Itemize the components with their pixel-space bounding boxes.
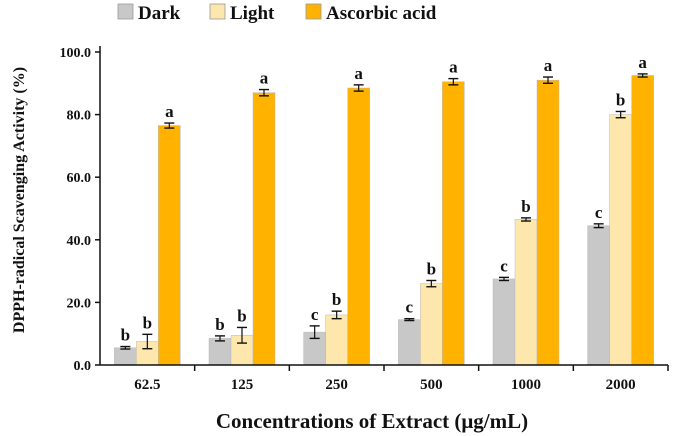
data-label: c (311, 305, 319, 324)
x-tick-label: 250 (325, 377, 348, 393)
data-label: a (260, 69, 269, 88)
legend-swatch (117, 3, 134, 20)
data-label: a (354, 64, 363, 83)
x-tick-label: 125 (231, 377, 254, 393)
bar (398, 319, 421, 366)
bar (325, 314, 348, 366)
data-label: b (427, 259, 436, 278)
legend-entry: Light (230, 3, 275, 24)
bar (631, 75, 654, 366)
data-label: b (616, 90, 625, 109)
data-label: b (143, 313, 152, 332)
data-label: b (121, 326, 130, 345)
y-tick-label: 20.0 (67, 296, 92, 311)
y-axis-label: DPPH-radical Scavenging Activity (%) (11, 67, 28, 333)
x-tick-label: 1000 (511, 377, 541, 393)
x-tick-label: 62.5 (134, 377, 160, 393)
legend-entry: Ascorbic acid (326, 3, 437, 24)
x-axis: 62.5 125 250 500 1000 2000 (100, 364, 669, 393)
bar (514, 219, 538, 366)
bar (492, 278, 516, 366)
bar (420, 283, 443, 366)
y-tick-label: 60.0 (67, 171, 92, 186)
data-label: a (638, 53, 647, 72)
data-label: b (332, 290, 341, 309)
bar (114, 347, 137, 366)
data-label: c (595, 203, 603, 222)
y-axis: 0.0 20.0 40.0 60.0 80.0 100.0 (60, 46, 101, 374)
data-label: b (521, 197, 530, 216)
data-label: c (500, 256, 508, 275)
bar (609, 114, 632, 366)
data-label: a (449, 58, 458, 77)
y-tick-label: 100.0 (60, 46, 92, 61)
y-tick-label: 0.0 (74, 359, 92, 374)
bar (158, 125, 181, 366)
legend: Dark Light Ascorbic acid (117, 3, 437, 24)
y-tick-label: 80.0 (67, 109, 92, 124)
data-label: c (406, 298, 414, 317)
data-label: b (237, 306, 246, 325)
x-tick-label: 2000 (606, 377, 636, 393)
bar (536, 79, 560, 366)
legend-swatch (305, 3, 322, 20)
bar (442, 81, 465, 366)
data-label: a (165, 102, 174, 121)
legend-entry: Dark (138, 3, 181, 24)
legend-swatch (209, 3, 226, 20)
data-label: a (544, 56, 553, 75)
bar (347, 87, 370, 366)
y-tick-label: 40.0 (67, 234, 92, 249)
x-axis-label: Concentrations of Extract (μg/mL) (216, 409, 528, 433)
data-label: b (215, 315, 224, 334)
bar (587, 225, 610, 366)
x-tick-label: 500 (420, 377, 443, 393)
bar (252, 92, 276, 366)
bar (208, 338, 232, 366)
